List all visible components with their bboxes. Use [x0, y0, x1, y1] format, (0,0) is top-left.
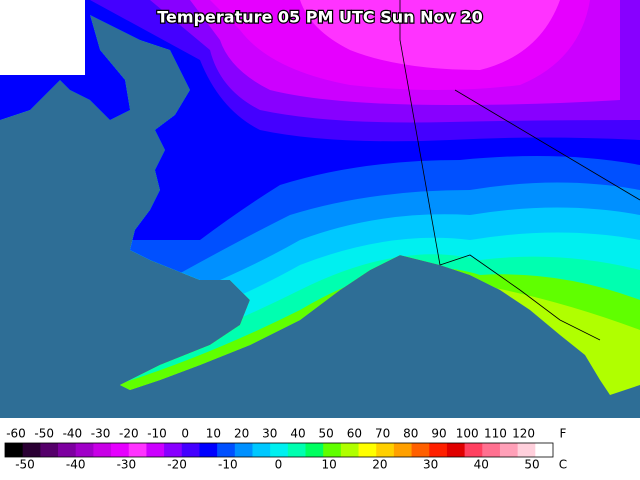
color-swatch [287, 443, 307, 457]
celsius-label: 30 [423, 458, 438, 472]
color-swatch [393, 443, 413, 457]
fahrenheit-unit: F [560, 427, 567, 441]
color-swatch [340, 443, 360, 457]
color-swatch [499, 443, 519, 457]
fahrenheit-label: 0 [181, 427, 189, 441]
celsius-label: -30 [117, 458, 137, 472]
celsius-label: 10 [322, 458, 337, 472]
color-swatch [464, 443, 483, 457]
color-swatch [75, 443, 94, 457]
temperature-field [0, 0, 640, 395]
color-swatch [58, 443, 77, 457]
fahrenheit-label: 80 [403, 427, 418, 441]
color-swatch [323, 443, 342, 457]
fahrenheit-label: -50 [34, 427, 54, 441]
celsius-label: 20 [372, 458, 387, 472]
fahrenheit-label: 20 [234, 427, 249, 441]
celsius-label: -20 [167, 458, 187, 472]
celsius-label: -10 [218, 458, 238, 472]
fahrenheit-label: 90 [431, 427, 446, 441]
celsius-unit: C [559, 458, 567, 472]
fahrenheit-label: 70 [375, 427, 390, 441]
color-swatch [517, 443, 536, 457]
fahrenheit-label: -40 [63, 427, 83, 441]
celsius-label: 0 [275, 458, 283, 472]
color-swatch [181, 443, 200, 457]
fahrenheit-label: 30 [262, 427, 277, 441]
color-swatch [535, 443, 554, 457]
fahrenheit-label: 110 [484, 427, 507, 441]
fahrenheit-label: -30 [91, 427, 111, 441]
color-swatch [93, 443, 112, 457]
color-swatch [199, 443, 218, 457]
color-swatch [22, 443, 41, 457]
color-swatch [164, 443, 183, 457]
color-swatch [446, 443, 466, 457]
color-swatch [429, 443, 448, 457]
celsius-label: 40 [474, 458, 489, 472]
color-swatch [411, 443, 430, 457]
fahrenheit-label: 100 [456, 427, 479, 441]
color-swatch [5, 443, 24, 457]
celsius-label: -40 [66, 458, 86, 472]
celsius-label: 50 [524, 458, 539, 472]
fahrenheit-label: 10 [206, 427, 221, 441]
color-swatch [40, 443, 59, 457]
color-swatch [482, 443, 501, 457]
map-title: Temperature 05 PM UTC Sun Nov 20 [157, 8, 482, 27]
fahrenheit-label: 60 [347, 427, 362, 441]
color-swatch [270, 443, 289, 457]
color-swatch [358, 443, 377, 457]
color-swatch [111, 443, 130, 457]
color-swatch [128, 443, 147, 457]
color-swatch [376, 443, 395, 457]
border-lines [399, 0, 640, 341]
color-swatch [146, 443, 165, 457]
fahrenheit-label: 50 [319, 427, 334, 441]
color-swatch [234, 443, 253, 457]
fahrenheit-label: 40 [290, 427, 305, 441]
fahrenheit-label: -60 [6, 427, 26, 441]
fahrenheit-label: -20 [119, 427, 139, 441]
fahrenheit-label: 120 [512, 427, 535, 441]
color-swatch [305, 443, 324, 457]
color-swatch [217, 443, 236, 457]
fahrenheit-label: -10 [147, 427, 167, 441]
celsius-label: -50 [15, 458, 35, 472]
color-legend: -60 -50 -40 -30 -20 -10 0 10 20 30 40 50 60 70 80 90 100… [4, 427, 567, 472]
color-swatch [252, 443, 271, 457]
colorbar-frame [4, 442, 554, 458]
